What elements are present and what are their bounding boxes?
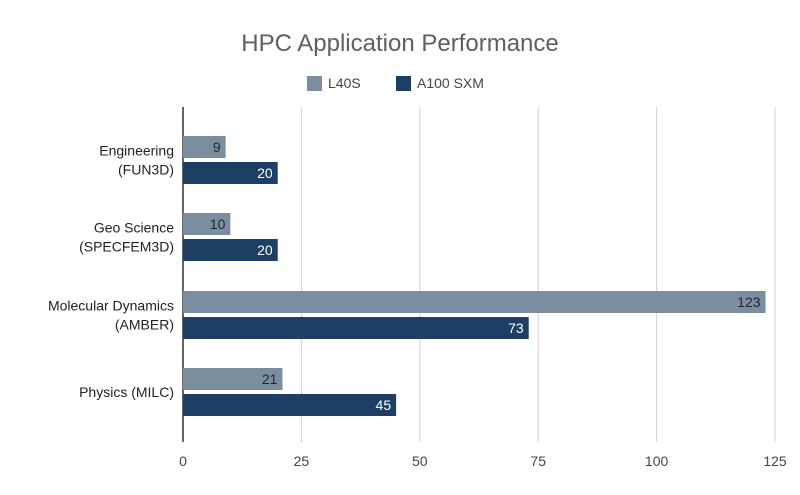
bar-value-label-0-0: 9 bbox=[213, 139, 221, 155]
x-tick-label-125: 125 bbox=[763, 453, 787, 469]
bar-value-label-1-0: 10 bbox=[210, 216, 226, 232]
category-label-1: Geo Science (SPECFEM3D) bbox=[79, 220, 174, 255]
chart-title: HPC Application Performance bbox=[241, 30, 558, 57]
bar-value-label-1-1: 20 bbox=[257, 242, 273, 258]
category-label-3: Physics (MILC) bbox=[79, 384, 174, 400]
bar-value-label-3-0: 21 bbox=[262, 371, 278, 387]
x-tick-label-75: 75 bbox=[530, 453, 546, 469]
grid-lines bbox=[182, 107, 776, 442]
x-tick-label-25: 25 bbox=[294, 453, 310, 469]
bar-1-0 bbox=[183, 213, 231, 235]
bar-value-label-2-1: 73 bbox=[508, 320, 524, 336]
bar-2-0 bbox=[183, 291, 766, 313]
bar-value-label-0-1: 20 bbox=[257, 165, 273, 181]
legend-label-1: A100 SXM bbox=[417, 75, 484, 91]
category-label-2: Molecular Dynamics (AMBER) bbox=[48, 298, 174, 333]
bar-0-1 bbox=[183, 162, 278, 184]
bar-value-label-2-0: 123 bbox=[737, 294, 761, 310]
bar-0-0 bbox=[183, 136, 226, 158]
x-tick-labels: 0 25 50 75 100 125 bbox=[179, 453, 787, 469]
legend-swatch-0 bbox=[307, 76, 322, 91]
bar-3-0 bbox=[183, 368, 283, 390]
bar-1-1 bbox=[183, 239, 278, 261]
category-labels: Engineering (FUN3D) Geo Science (SPECFEM3D)… bbox=[48, 143, 174, 401]
legend-label-0: L40S bbox=[328, 75, 361, 91]
x-tick-label-50: 50 bbox=[412, 453, 428, 469]
bars: 9 20 10 20 123 73 21 45 bbox=[183, 136, 766, 416]
bar-3-1 bbox=[183, 394, 397, 416]
bar-2-1 bbox=[183, 317, 529, 339]
category-label-0: Engineering (FUN3D) bbox=[99, 143, 174, 178]
bar-value-label-3-1: 45 bbox=[376, 397, 392, 413]
legend-swatch-1 bbox=[396, 76, 411, 91]
x-tick-label-100: 100 bbox=[645, 453, 669, 469]
legend: L40S A100 SXM bbox=[307, 75, 484, 91]
x-tick-label-0: 0 bbox=[179, 453, 187, 469]
